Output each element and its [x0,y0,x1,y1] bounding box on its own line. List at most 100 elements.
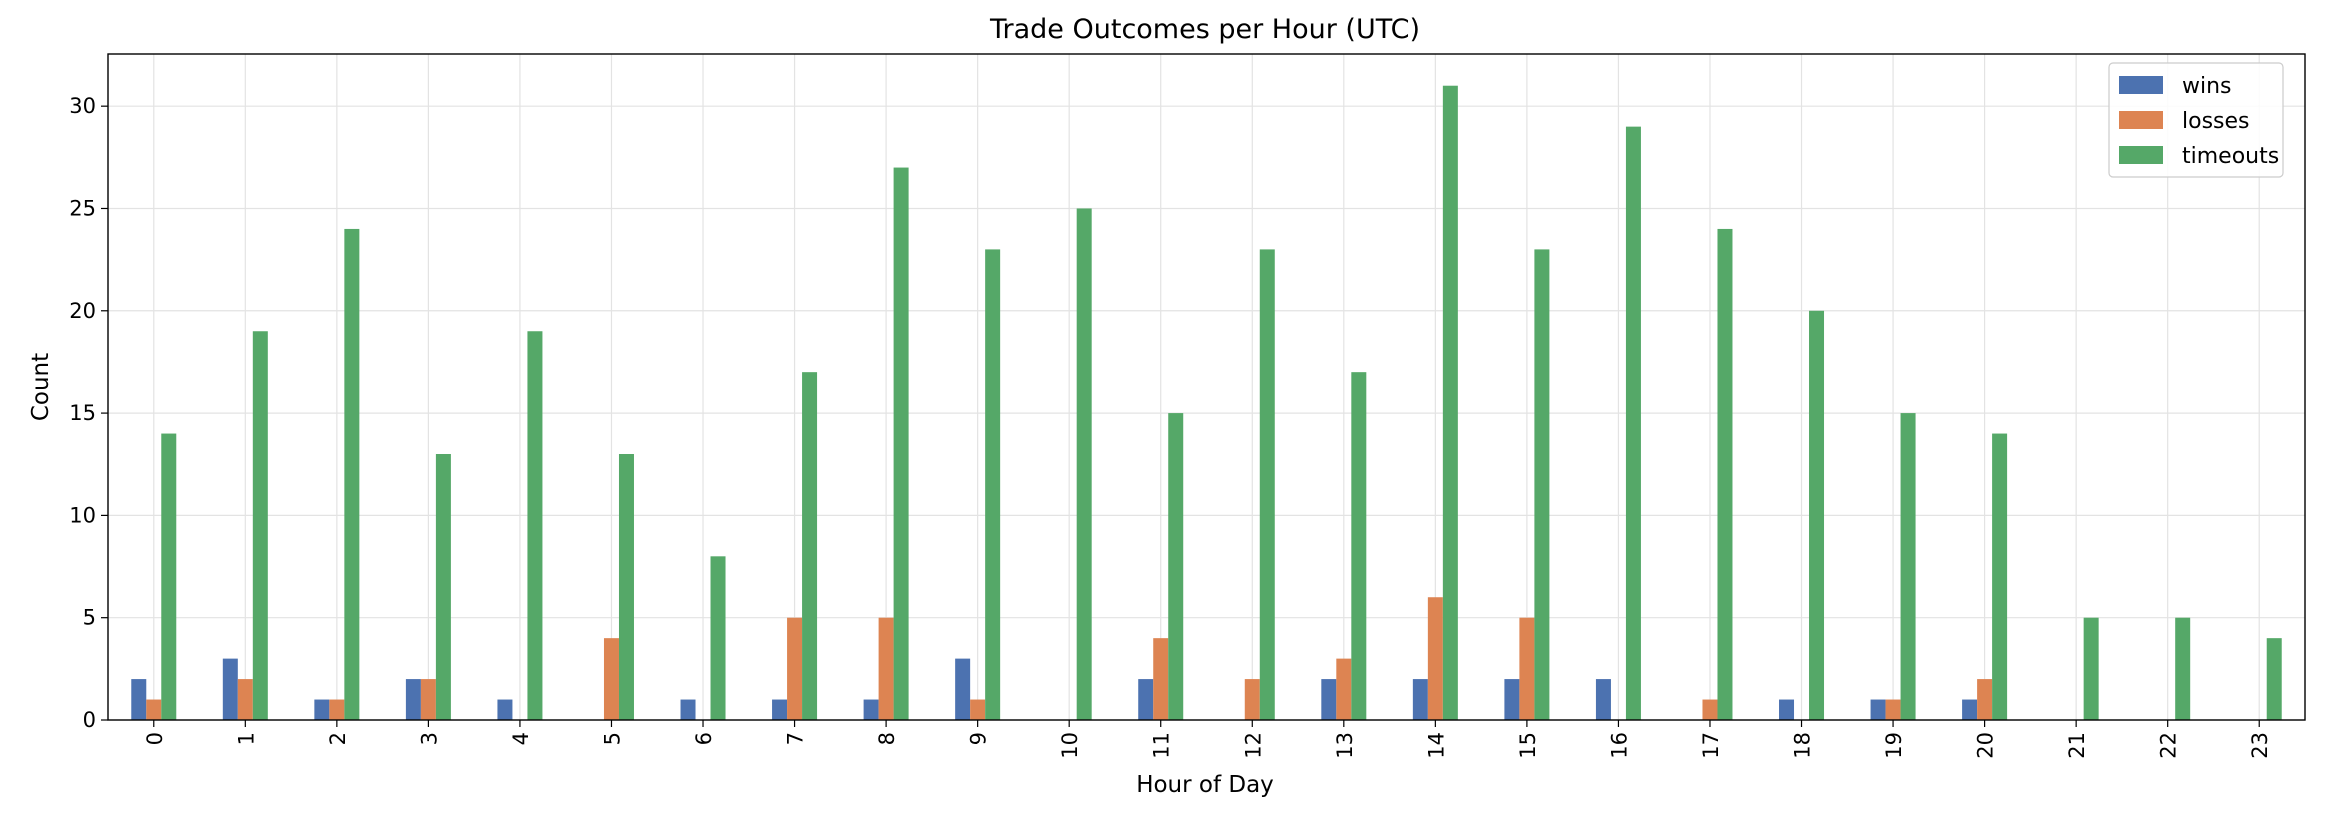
bar-losses-9 [970,699,986,720]
chart-title: Trade Outcomes per Hour (UTC) [989,14,1420,45]
bar-timeouts-1 [252,331,268,720]
bar-wins-9 [955,658,971,720]
x-tick-label: 15 [1516,732,1540,759]
bar-timeouts-23 [2266,638,2282,720]
x-tick-label: 12 [1241,732,1265,759]
bar-wins-4 [497,699,513,720]
bar-losses-0 [146,699,162,720]
x-tick-label: 9 [967,732,991,745]
bar-wins-14 [1412,679,1428,720]
bar-wins-13 [1321,679,1337,720]
bars [131,85,2282,721]
x-tick-label: 2 [326,732,350,745]
x-tick-label: 10 [1058,732,1082,759]
bar-timeouts-8 [893,167,909,720]
bar-losses-15 [1519,617,1535,720]
grid-lines [108,54,2305,721]
x-tick-label: 22 [2157,732,2181,759]
bar-timeouts-18 [1809,310,1825,720]
x-tick-label: 16 [1607,732,1631,759]
bar-wins-2 [314,699,330,720]
x-tick-label: 23 [2248,732,2272,759]
bar-timeouts-0 [161,433,177,720]
bar-timeouts-3 [435,454,451,720]
x-tick-label: 3 [417,732,441,745]
bar-losses-8 [878,617,894,720]
bar-losses-3 [420,679,436,720]
bar-timeouts-12 [1259,249,1275,720]
x-tick-label: 14 [1424,732,1448,759]
y-tick-label: 15 [69,401,96,425]
bar-wins-1 [222,658,238,720]
bar-timeouts-2 [344,228,360,720]
bar-losses-11 [1153,638,1169,720]
legend-label-losses: losses [2182,109,2250,134]
x-axis-title: Hour of Day [1136,772,1274,798]
y-tick-label: 30 [69,94,96,118]
bar-losses-5 [603,638,619,720]
bar-timeouts-9 [985,249,1001,720]
bar-wins-19 [1870,699,1886,720]
legend-swatch-wins [2119,76,2163,94]
x-tick-label: 11 [1150,732,1174,759]
bar-timeouts-10 [1076,208,1092,721]
legend-swatch-timeouts [2119,146,2163,164]
bar-wins-16 [1595,679,1611,720]
bar-timeouts-14 [1442,85,1458,720]
bar-timeouts-11 [1168,413,1184,720]
x-tick-label: 21 [2065,732,2089,759]
bar-timeouts-6 [710,556,726,720]
bar-losses-20 [1977,679,1993,720]
plot-frame [107,53,2306,721]
x-tick-label: 8 [875,732,899,745]
bar-losses-17 [1702,699,1718,720]
bar-timeouts-21 [2083,617,2099,720]
y-tick-label: 20 [69,299,96,323]
x-tick-label: 19 [1882,732,1906,759]
legend-label-timeouts: timeouts [2182,144,2279,169]
bar-losses-14 [1427,597,1443,720]
bar-timeouts-5 [618,454,634,720]
bar-wins-8 [863,699,879,720]
bar-losses-19 [1885,699,1901,720]
bar-timeouts-17 [1717,228,1733,720]
bar-losses-13 [1336,658,1352,720]
bar-wins-7 [772,699,788,720]
bar-timeouts-16 [1625,126,1641,721]
y-axis-title: Count [28,353,54,421]
bar-timeouts-22 [2175,617,2191,720]
bar-timeouts-4 [527,331,543,720]
bar-losses-2 [329,699,345,720]
y-tick-label: 25 [69,196,96,220]
bar-timeouts-7 [802,372,818,720]
legend-label-wins: wins [2182,74,2232,99]
bar-wins-0 [131,679,147,720]
bar-timeouts-13 [1351,372,1367,720]
legend: wins losses timeouts [2108,62,2284,178]
x-tick-label: 13 [1333,732,1357,759]
x-tick-label: 5 [600,732,624,745]
bar-wins-18 [1779,699,1795,720]
x-tick-label: 17 [1699,732,1723,759]
y-tick-label: 5 [83,606,96,630]
bar-wins-20 [1962,699,1978,720]
bar-wins-3 [405,679,421,720]
y-tick-label: 0 [83,708,96,732]
x-tick-label: 20 [1974,732,1998,759]
bar-losses-7 [787,617,803,720]
x-tick-label: 18 [1791,732,1815,759]
bar-losses-12 [1244,679,1260,720]
bar-wins-11 [1138,679,1154,720]
bar-losses-1 [237,679,253,720]
x-tick-label: 4 [509,732,533,745]
y-tick-label: 10 [69,503,96,527]
x-tick-label: 1 [234,732,258,745]
bar-timeouts-20 [1992,433,2008,720]
x-tick-label: 0 [143,732,167,745]
bar-timeouts-15 [1534,249,1550,720]
bar-wins-15 [1504,679,1520,720]
x-tick-label: 6 [692,732,716,745]
